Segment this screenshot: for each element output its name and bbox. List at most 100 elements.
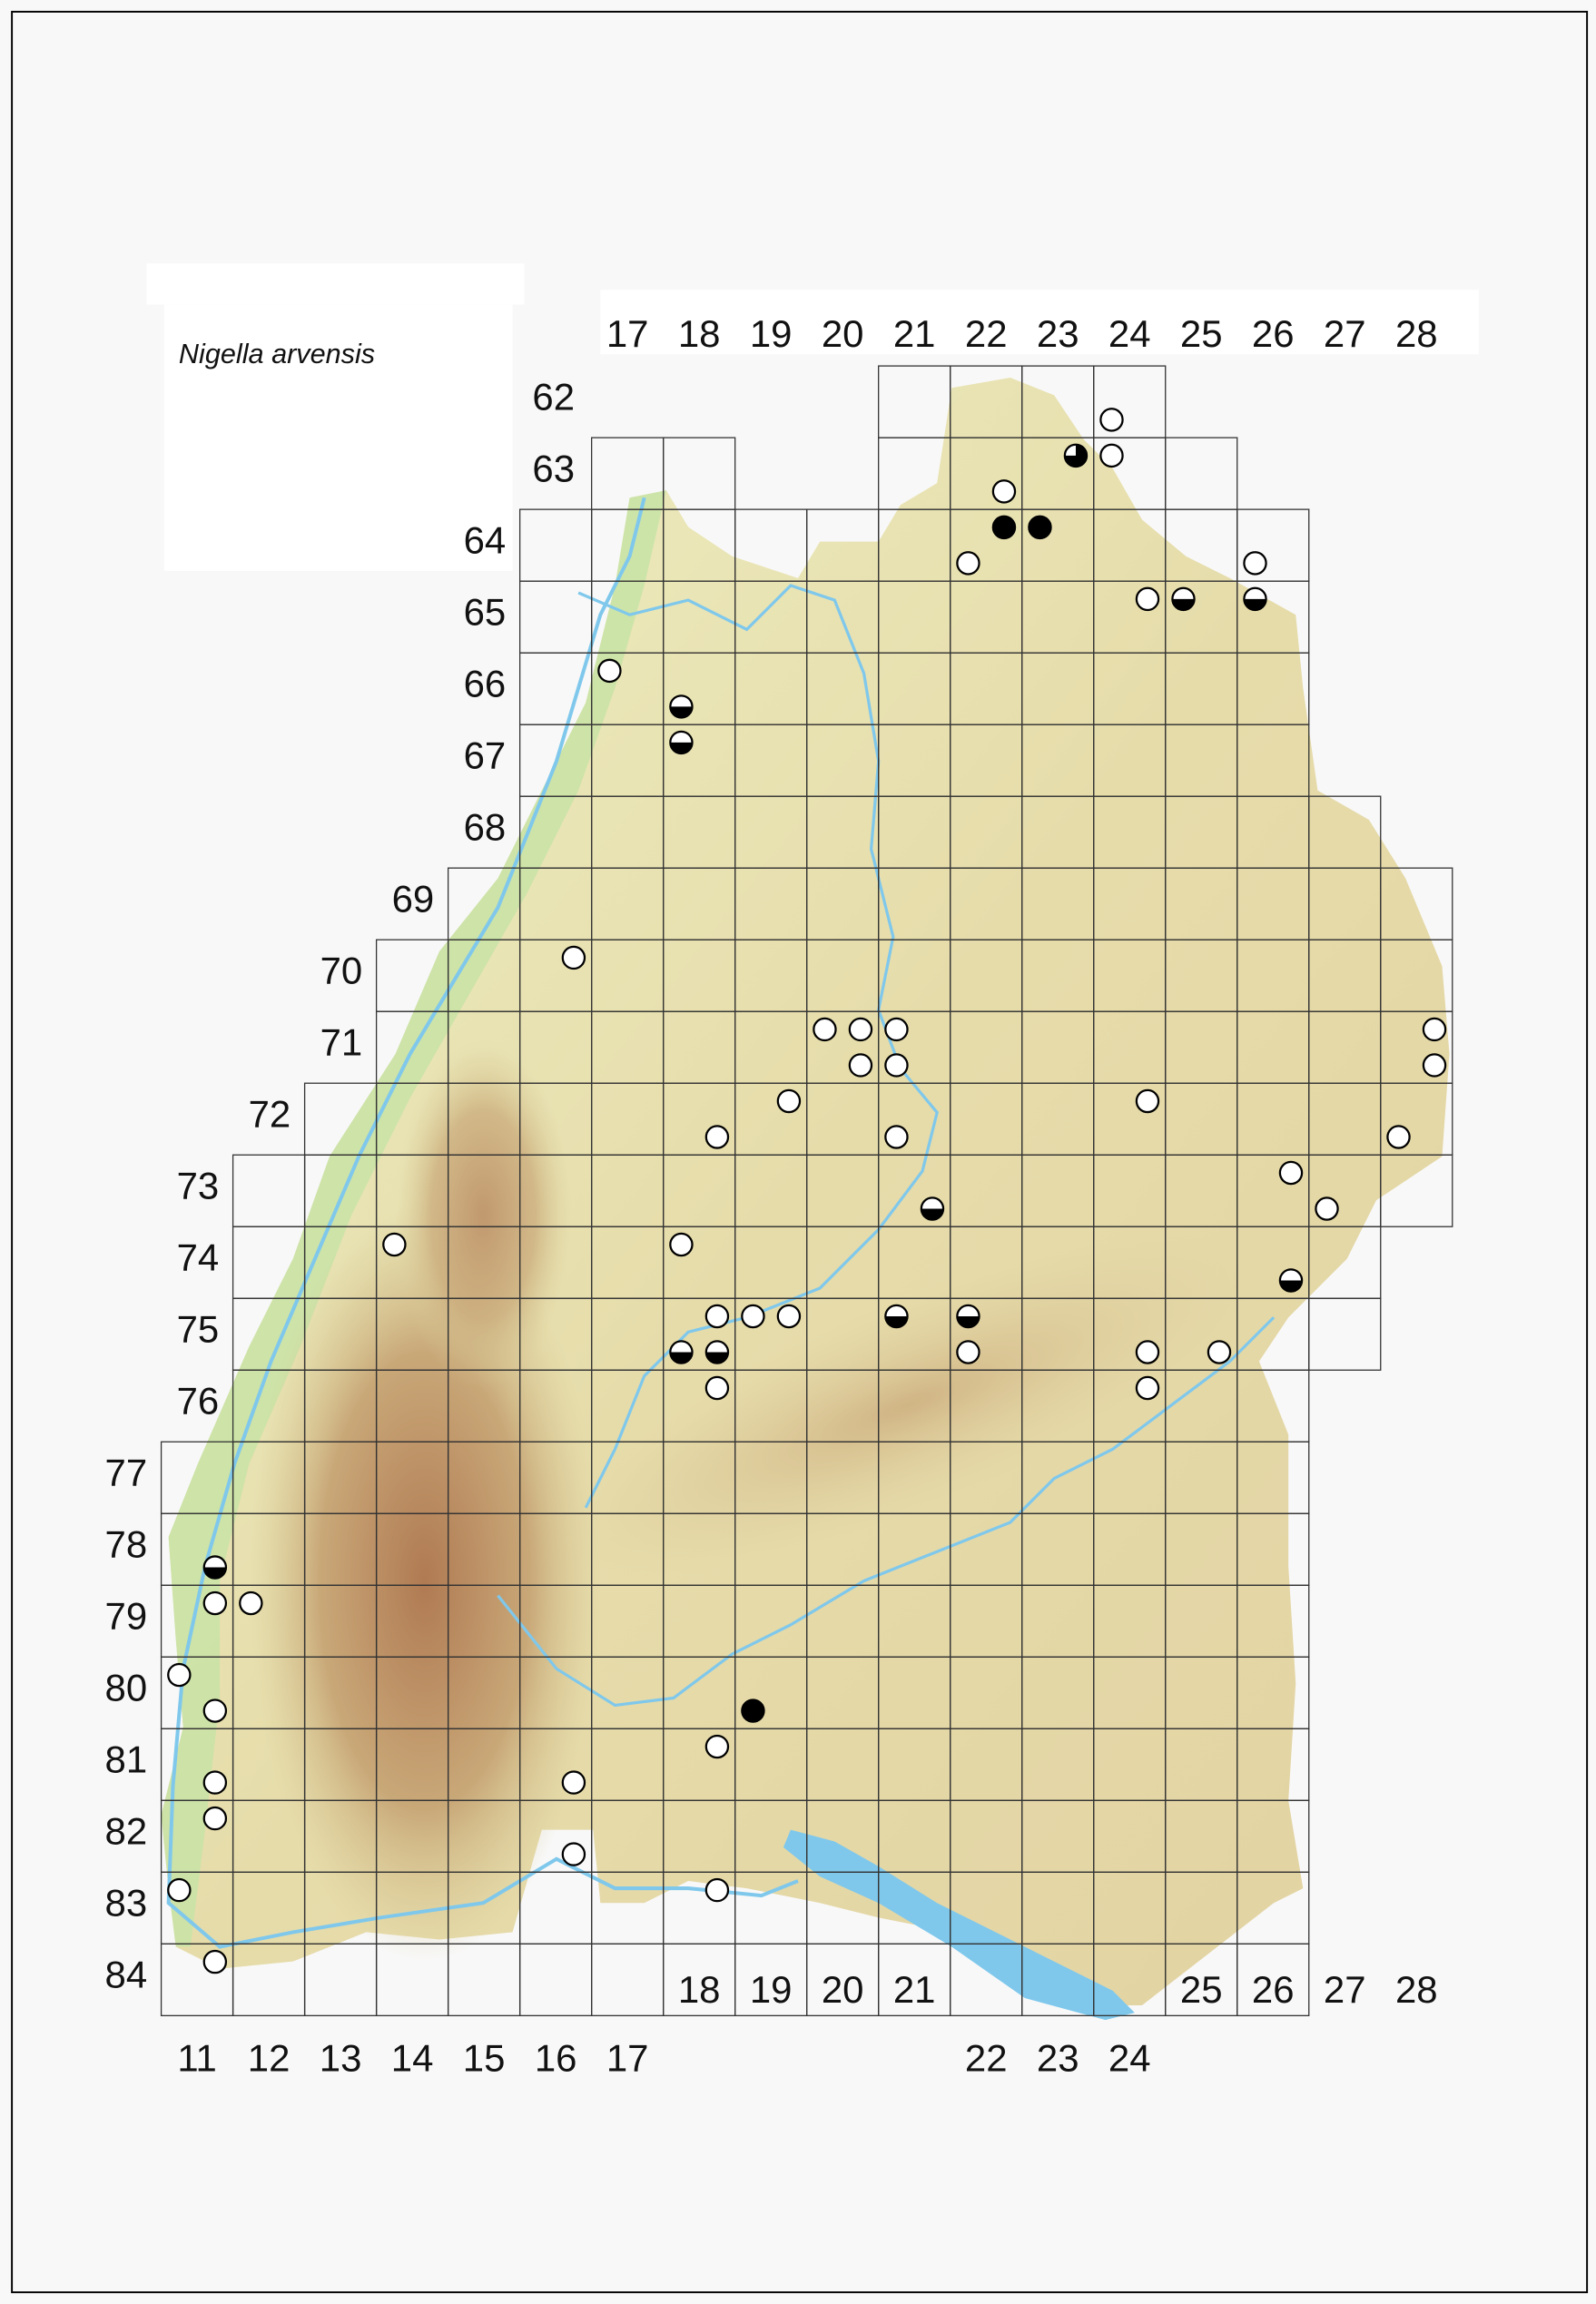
bottom-column-label: 16 bbox=[535, 2037, 577, 2080]
occurrence-half bbox=[704, 1340, 730, 1364]
swabian-alb-relief bbox=[552, 1234, 1263, 1577]
occurrence-open bbox=[704, 1304, 730, 1329]
row-label: 78 bbox=[105, 1523, 148, 1566]
terrain-relief bbox=[161, 378, 1450, 2021]
occurrence-open bbox=[167, 1662, 192, 1688]
top-column-label: 18 bbox=[678, 312, 721, 355]
occurrence-open bbox=[956, 1340, 980, 1364]
rhine-lowland bbox=[161, 490, 666, 1947]
occurrence-open bbox=[202, 1806, 228, 1831]
occurrence-half bbox=[669, 1340, 694, 1364]
top-column-label: 20 bbox=[822, 312, 864, 355]
lake-constance bbox=[783, 1829, 1135, 2021]
occurrence-open bbox=[1099, 443, 1124, 468]
occurrence-half bbox=[956, 1304, 980, 1329]
row-label: 66 bbox=[464, 663, 507, 705]
bottom-column-label: 19 bbox=[750, 1968, 793, 2011]
row-label: 76 bbox=[177, 1380, 220, 1423]
row-label: 69 bbox=[392, 878, 435, 921]
row-label: 62 bbox=[532, 375, 575, 418]
tk25-grid bbox=[160, 365, 1453, 2016]
occurrence-open bbox=[1386, 1125, 1411, 1149]
row-label: 72 bbox=[249, 1093, 291, 1136]
row-label: 70 bbox=[320, 950, 363, 992]
bottom-column-label: 15 bbox=[463, 2037, 506, 2080]
occurrence-open bbox=[561, 1770, 586, 1795]
row-label: 81 bbox=[105, 1738, 148, 1781]
occurrence-open bbox=[741, 1304, 765, 1329]
occurrence-open bbox=[704, 1734, 730, 1759]
occurrence-open bbox=[202, 1590, 228, 1616]
occurrence-half bbox=[884, 1304, 909, 1329]
top-column-label: 21 bbox=[893, 312, 936, 355]
occurrence-open bbox=[813, 1017, 837, 1042]
occurrence-open bbox=[1315, 1196, 1339, 1221]
occurrence-symbols bbox=[167, 408, 1447, 1974]
row-label: 67 bbox=[464, 734, 507, 777]
grid-cell bbox=[1308, 1297, 1382, 1371]
top-column-label: 27 bbox=[1324, 312, 1366, 355]
row-label: 80 bbox=[105, 1667, 148, 1709]
river-danube bbox=[497, 1316, 1276, 1708]
grid-labels: 17 18 19 20 21 22 23 24 25 26 27 28 62 63 64 65 66 67 68 69… bbox=[105, 312, 1438, 2079]
occurrence-open bbox=[848, 1053, 873, 1078]
bottom-column-label: 20 bbox=[822, 1968, 864, 2011]
legend-box-body bbox=[163, 304, 513, 571]
top-column-label: 24 bbox=[1108, 312, 1151, 355]
occurrence-open bbox=[884, 1017, 909, 1042]
occurrence-open bbox=[1099, 408, 1124, 432]
grid-cell bbox=[1236, 1943, 1310, 2016]
occurrence-half bbox=[920, 1196, 945, 1221]
occurrence-filled bbox=[1028, 515, 1052, 540]
black-forest-relief bbox=[249, 1200, 601, 1962]
occurrence-open bbox=[848, 1017, 873, 1042]
bottom-column-label: 23 bbox=[1037, 2037, 1079, 2080]
bottom-column-label: 25 bbox=[1180, 1968, 1223, 2011]
row-label: 71 bbox=[320, 1021, 363, 1064]
occurrence-open bbox=[776, 1304, 802, 1329]
bottom-column-label: 26 bbox=[1252, 1968, 1295, 2011]
top-column-label: 23 bbox=[1037, 312, 1079, 355]
bottom-column-label: 21 bbox=[893, 1968, 936, 2011]
occurrence-open bbox=[561, 945, 586, 970]
river-rhine bbox=[166, 497, 799, 1949]
occurrence-open bbox=[704, 1375, 730, 1401]
top-label-strip bbox=[600, 290, 1479, 355]
row-label: 75 bbox=[177, 1308, 220, 1351]
occurrence-open bbox=[1243, 551, 1267, 576]
occurrence-open bbox=[1422, 1017, 1447, 1042]
legend-species-name: Nigella arvensis bbox=[179, 339, 375, 369]
bottom-column-label: 13 bbox=[320, 2037, 362, 2080]
top-column-label: 19 bbox=[750, 312, 793, 355]
row-label: 74 bbox=[177, 1236, 220, 1279]
bottom-column-label: 18 bbox=[678, 1968, 721, 2011]
occurrence-open bbox=[1135, 586, 1160, 612]
row-label: 68 bbox=[464, 806, 507, 849]
row-label: 84 bbox=[105, 1954, 148, 1996]
occurrence-open bbox=[1207, 1340, 1232, 1364]
legend-box bbox=[146, 263, 525, 305]
bottom-column-label: 27 bbox=[1324, 1968, 1366, 2011]
bottom-column-label: 24 bbox=[1108, 2037, 1151, 2080]
bottom-column-label: 17 bbox=[606, 2037, 649, 2080]
top-column-label: 26 bbox=[1252, 312, 1295, 355]
black-forest-north-relief bbox=[395, 1039, 572, 1391]
occurrence-filled bbox=[991, 515, 1017, 540]
row-label: 79 bbox=[105, 1595, 148, 1638]
grid-cell bbox=[1380, 1154, 1453, 1227]
occurrence-open bbox=[202, 1949, 228, 1974]
occurrence-open bbox=[776, 1088, 802, 1114]
bottom-column-label: 22 bbox=[965, 2037, 1008, 2080]
occurrence-open bbox=[597, 658, 622, 684]
occurrence-open bbox=[382, 1232, 407, 1257]
bottom-column-label: 14 bbox=[391, 2037, 434, 2080]
occurrence-half bbox=[1278, 1268, 1304, 1293]
occurrence-open bbox=[1135, 1375, 1160, 1401]
occurrence-three-quarter bbox=[1063, 443, 1089, 468]
occurrence-open bbox=[884, 1125, 909, 1149]
occurrence-open bbox=[704, 1125, 730, 1149]
row-label: 77 bbox=[105, 1452, 148, 1494]
occurrence-open bbox=[1135, 1088, 1160, 1114]
occurrence-open bbox=[704, 1877, 730, 1903]
